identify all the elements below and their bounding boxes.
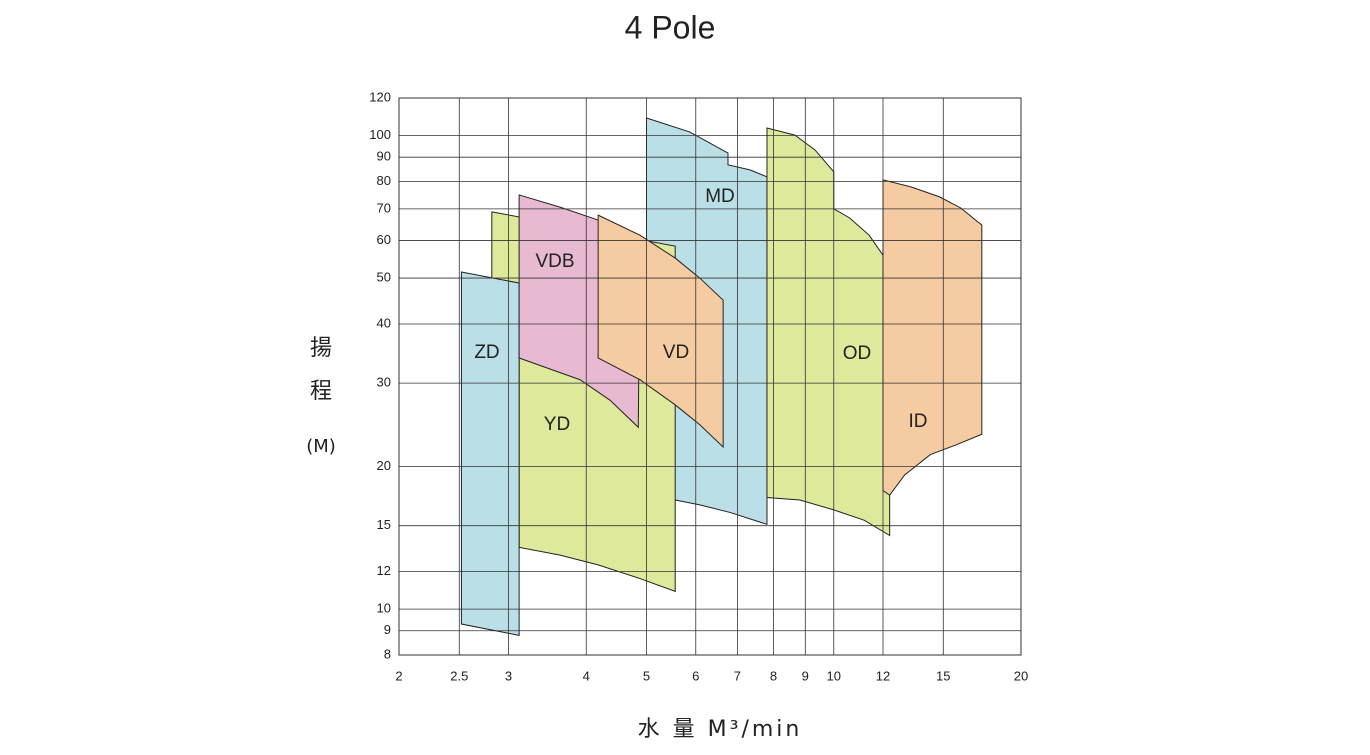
region-label: OD (843, 343, 872, 364)
x-tick-label: 8 (770, 668, 777, 683)
x-tick-label: 10 (827, 668, 841, 683)
y-tick-label: 80 (377, 173, 391, 188)
y-axis-label: 揚 (310, 336, 332, 361)
x-tick-label: 6 (692, 668, 699, 683)
x-tick-label: 2 (395, 668, 402, 683)
x-tick-label: 5 (643, 668, 650, 683)
y-tick-label: 15 (377, 517, 391, 532)
x-tick-label: 9 (802, 668, 809, 683)
y-tick-label: 40 (377, 315, 391, 330)
region-label: MD (705, 186, 735, 207)
x-axis-label: 水 量 M³/min (638, 717, 803, 742)
region-label: ZD (474, 342, 499, 363)
region-label: VDB (535, 251, 574, 272)
x-tick-label: 3 (505, 668, 512, 683)
y-tick-label: 120 (369, 89, 391, 104)
region-label: VD (663, 342, 689, 363)
x-tick-label: 4 (583, 668, 590, 683)
region (882, 179, 983, 496)
x-tick-label: 15 (936, 668, 950, 683)
region (460, 271, 520, 637)
y-tick-label: 10 (377, 601, 391, 616)
y-tick-label: 30 (377, 375, 391, 390)
y-tick-label: 90 (377, 149, 391, 164)
region (597, 214, 724, 449)
y-tick-label: 100 (369, 127, 391, 142)
y-tick-label: 12 (377, 563, 391, 578)
y-tick-label: 20 (377, 458, 391, 473)
y-axis-label: 程 (310, 379, 332, 404)
y-tick-label: 60 (377, 232, 391, 247)
region-label: ID (909, 411, 928, 432)
x-tick-label: 20 (1014, 668, 1028, 683)
region-label: YD (544, 414, 570, 435)
y-tick-label: 8 (384, 646, 391, 661)
x-tick-label: 2.5 (450, 668, 468, 683)
y-axis-label: (M) (306, 436, 336, 457)
y-tick-label: 9 (384, 622, 391, 637)
y-tick-label: 50 (377, 270, 391, 285)
y-tick-label: 70 (377, 200, 391, 215)
x-tick-label: 7 (734, 668, 741, 683)
chart-title: 4 Pole (625, 9, 716, 45)
region (766, 127, 891, 537)
x-tick-label: 12 (876, 668, 890, 683)
